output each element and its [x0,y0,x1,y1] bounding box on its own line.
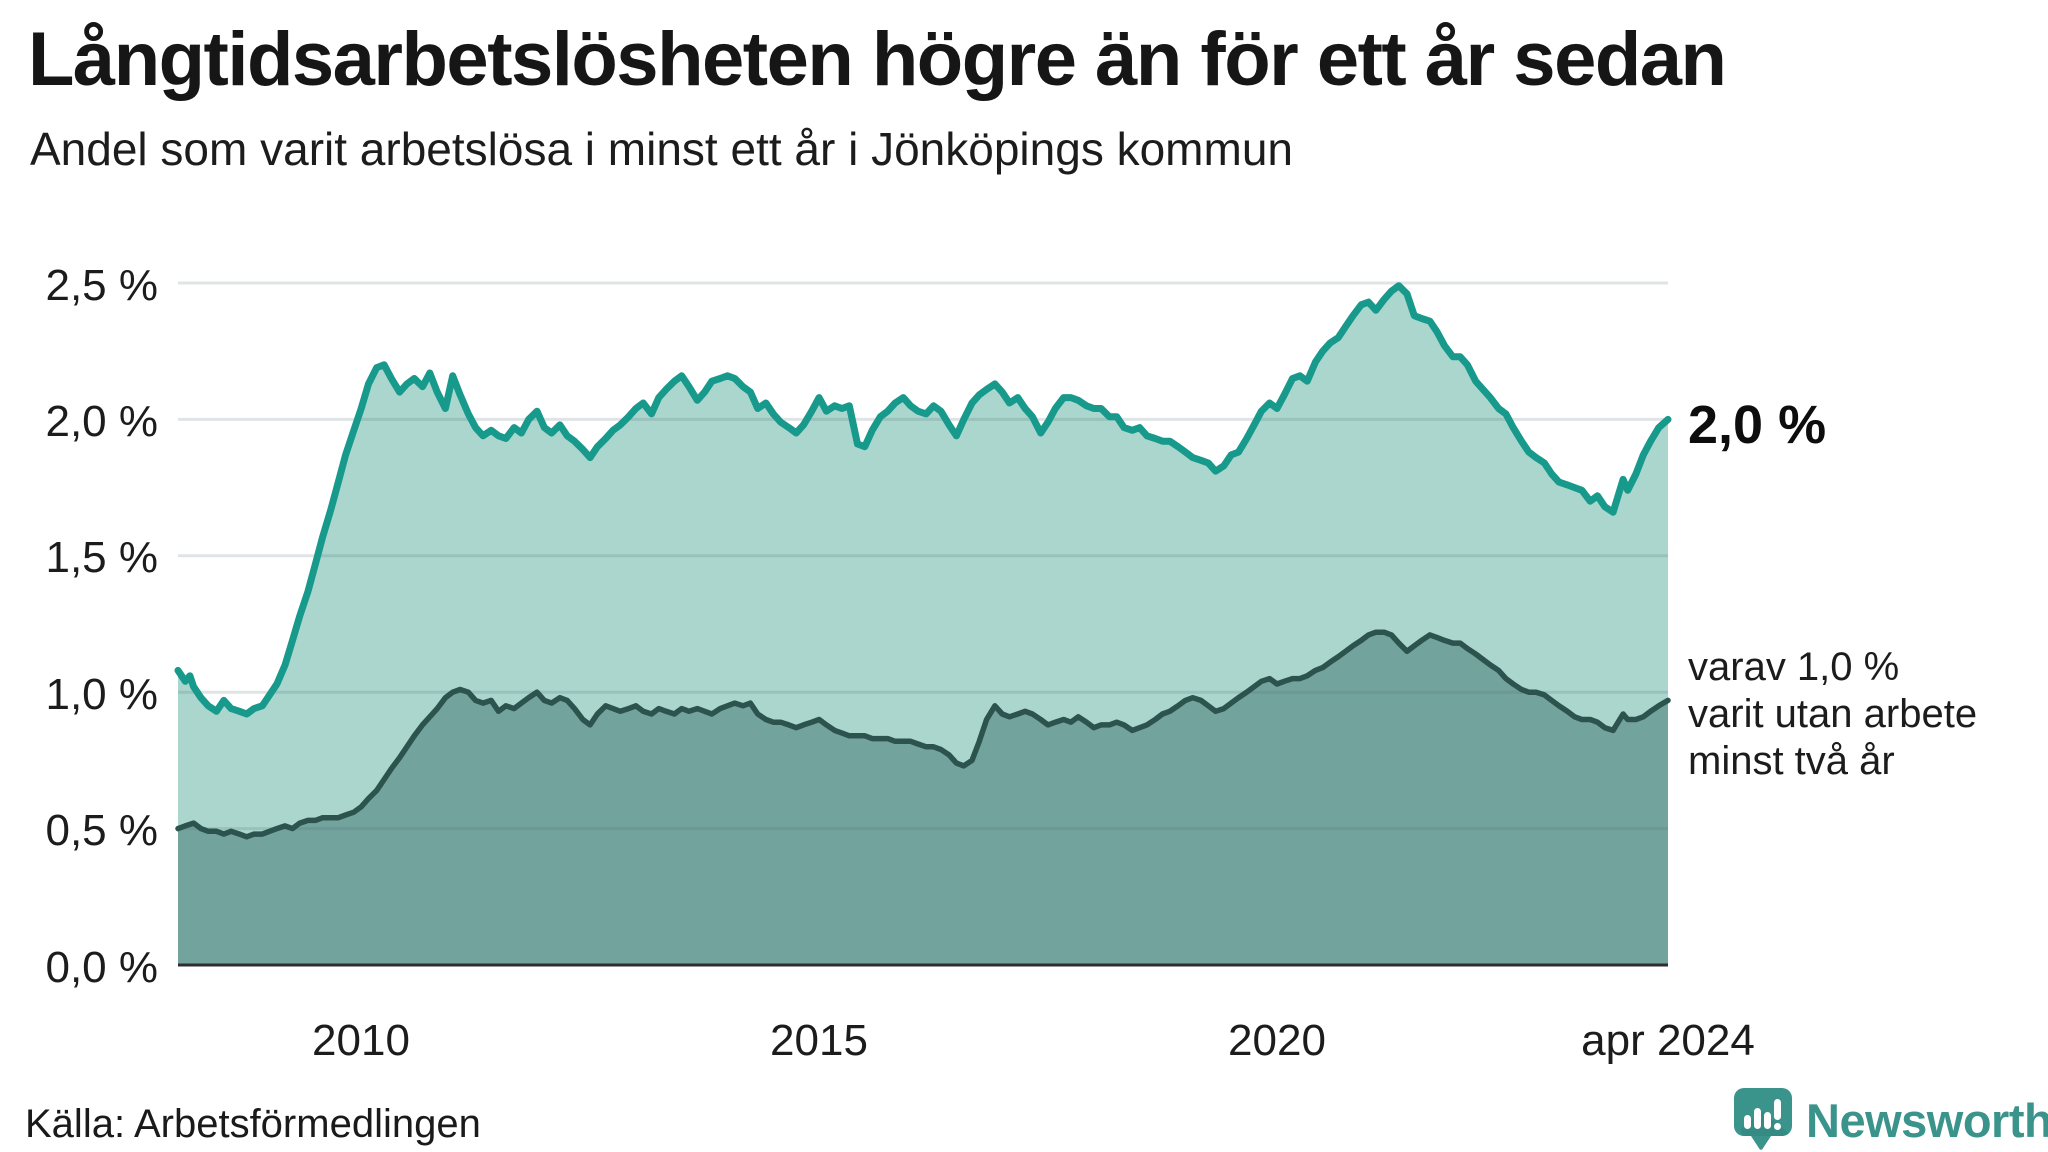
series-annotation: varav 1,0 % varit utan arbete minst två … [1688,644,1977,785]
series-area-0 [178,285,1668,965]
source-credit: Källa: Arbetsförmedlingen [25,1102,481,1146]
series-line-1 [175,629,1671,840]
y-axis-tick-label: 1,5 % [45,533,158,582]
y-axis-tick-label: 2,5 % [45,261,158,310]
series-line-0 [174,282,1672,718]
y-axis-tick-label: 2,0 % [45,397,158,446]
annotation-line: varit utan arbete [1688,692,1978,736]
chart-subtitle: Andel som varit arbetslösa i minst ett å… [30,123,1293,175]
brand-logo: Newsworthy [1734,1088,2048,1152]
series-end-value-label: 2,0 % [1688,395,1827,455]
y-axis-tick-label: 0,5 % [45,806,158,855]
y-axis-tick-label: 1,0 % [45,670,158,719]
brand-name: Newsworthy [1806,1093,2048,1147]
annotation-line: minst två år [1688,739,1895,783]
series-area-1 [178,632,1668,965]
x-axis-tick-label: 2020 [1228,1016,1326,1065]
x-axis-tick-label: apr 2024 [1581,1016,1755,1065]
x-axis-tick-label: 2010 [312,1016,410,1065]
newsworthy-speech-bubble-bar-chart-icon [1734,1088,1792,1150]
x-axis-tick-label: 2015 [770,1016,868,1065]
y-axis-tick-label: 0,0 % [45,943,158,992]
page-title: Långtidsarbetslösheten högre än för ett … [28,17,1727,102]
annotation-line: varav 1,0 % [1688,645,1900,689]
